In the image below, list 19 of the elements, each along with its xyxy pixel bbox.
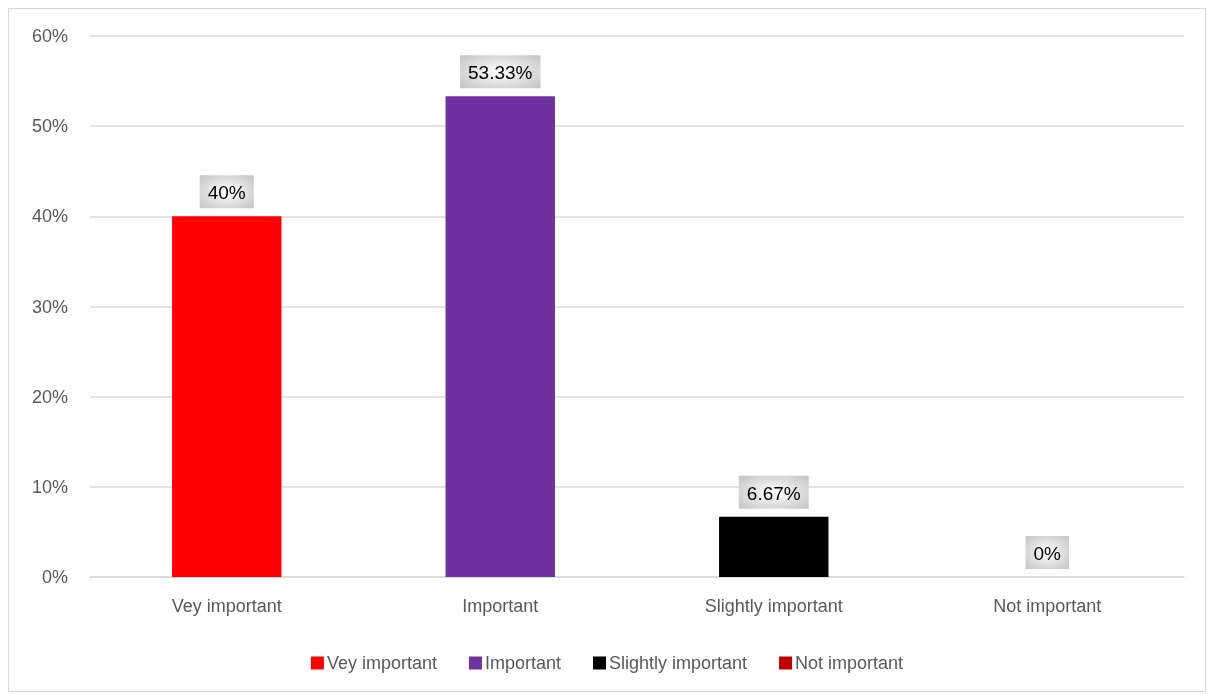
y-tick-label: 30% <box>31 296 68 317</box>
data-label: 0% <box>1033 543 1062 564</box>
legend-label: Not important <box>795 653 904 673</box>
y-tick-label: 50% <box>31 116 68 137</box>
y-tick-label: 60% <box>31 26 68 46</box>
data-label: 53.33% <box>468 62 533 84</box>
data-label: 40% <box>207 182 246 204</box>
y-tick-label: 0% <box>41 567 68 587</box>
y-tick-label: 20% <box>31 386 68 407</box>
x-tick-label: Important <box>462 596 539 616</box>
x-tick-label: Slightly important <box>704 596 843 616</box>
x-tick-label: Not important <box>993 596 1102 616</box>
legend-label: Vey important <box>326 653 437 673</box>
data-label: 6.67% <box>746 482 801 504</box>
x-tick-label: Vey important <box>171 596 282 616</box>
y-tick-label: 40% <box>31 206 68 227</box>
legend-label: Slightly important <box>608 653 748 673</box>
y-tick-label: 10% <box>31 476 68 497</box>
legend-label: Important <box>484 653 562 673</box>
